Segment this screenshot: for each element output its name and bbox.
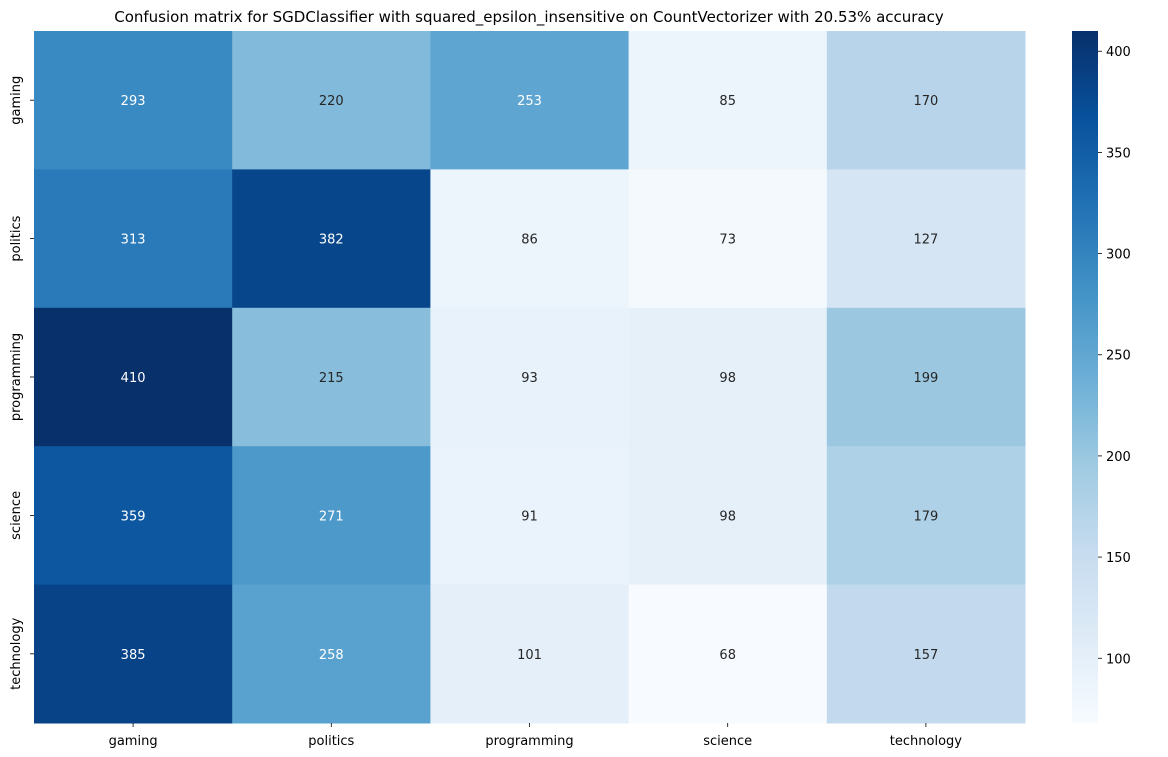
cell-value-label: 91 (521, 509, 538, 524)
cell-value-label: 220 (319, 94, 344, 109)
colorbar-tick-label: 100 (1106, 652, 1131, 667)
colorbar-tick-label: 300 (1106, 248, 1131, 263)
colorbar-tick-label: 150 (1106, 551, 1131, 566)
heatmap-cell (826, 31, 1026, 170)
x-tick-label: programming (485, 734, 573, 749)
cell-value-label: 127 (913, 233, 938, 248)
heatmap-cell (430, 307, 630, 447)
x-tick-label: technology (890, 734, 962, 749)
heatmap-cell (232, 446, 431, 586)
cell-value-label: 170 (913, 94, 938, 109)
colorbar-tick-label: 200 (1106, 450, 1131, 465)
heatmap-cells (34, 31, 1026, 724)
colorbar-tick-label: 350 (1106, 146, 1131, 161)
cell-value-label: 215 (319, 371, 344, 386)
y-tick-label: science (9, 491, 24, 540)
heatmap-cell (232, 584, 431, 724)
heatmap-cell (34, 307, 233, 447)
heatmap-cell (232, 31, 431, 170)
cell-value-label: 382 (319, 233, 344, 248)
heatmap-cell (430, 446, 630, 586)
heatmap-cell (826, 169, 1026, 309)
x-tick-label: science (703, 734, 752, 749)
y-tick-label: politics (9, 215, 24, 261)
x-axis: gaming politics programming science technolo… (109, 723, 962, 749)
heatmap-cell (232, 307, 431, 447)
chart-title: Confusion matrix for SGDClassifier with … (114, 8, 944, 27)
cell-value-label: 385 (121, 648, 146, 663)
colorbar-tick-label: 250 (1106, 349, 1131, 364)
cell-value-label: 199 (913, 371, 938, 386)
heatmap-cell (34, 584, 233, 724)
heatmap-cell (826, 584, 1026, 724)
y-tick-label: programming (9, 333, 24, 421)
colorbar-tick-label: 400 (1106, 45, 1131, 60)
heatmap-cell (628, 584, 828, 724)
heatmap-cell (430, 584, 630, 724)
heatmap-cell (826, 446, 1026, 586)
cell-value-label: 73 (719, 233, 736, 248)
heatmap-cell (628, 446, 828, 586)
heatmap-cell (826, 307, 1026, 447)
colorbar (1072, 31, 1098, 723)
heatmap-cell (628, 169, 828, 309)
cell-value-label: 85 (719, 94, 736, 109)
cell-value-label: 271 (319, 509, 344, 524)
x-tick-label: politics (308, 734, 354, 749)
heatmap-cell (34, 31, 233, 170)
heatmap-cell (628, 31, 828, 170)
y-tick-label: gaming (9, 76, 24, 125)
heatmap-cell (430, 169, 630, 309)
cell-value-label: 293 (121, 94, 146, 109)
cell-value-label: 410 (121, 371, 146, 386)
cell-value-label: 98 (719, 509, 736, 524)
y-axis: gaming politics programming science technolo… (9, 76, 34, 690)
heatmap-cell (628, 307, 828, 447)
heatmap-cell (430, 31, 630, 170)
cell-value-label: 313 (121, 233, 146, 248)
y-tick-label: technology (9, 617, 24, 689)
cell-value-label: 98 (719, 371, 736, 386)
cell-value-label: 253 (517, 94, 542, 109)
heatmap-cell (34, 169, 233, 309)
cell-value-label: 101 (517, 648, 542, 663)
cell-value-label: 359 (121, 509, 146, 524)
cell-value-label: 179 (913, 509, 938, 524)
colorbar-ticks: 100 150 200 250 300 350 400 (1098, 45, 1131, 667)
heatmap-cell (232, 169, 431, 309)
cell-value-label: 157 (913, 648, 938, 663)
heatmap-cell (34, 446, 233, 586)
cell-value-label: 86 (521, 233, 538, 248)
cell-value-label: 93 (521, 371, 538, 386)
cell-value-label: 258 (319, 648, 344, 663)
x-tick-label: gaming (109, 734, 158, 749)
cell-value-label: 68 (719, 648, 736, 663)
heatmap-cell-labels: 293 220 253 85 170 313 382 86 73 127 410 215 93 98 199… (121, 94, 939, 663)
